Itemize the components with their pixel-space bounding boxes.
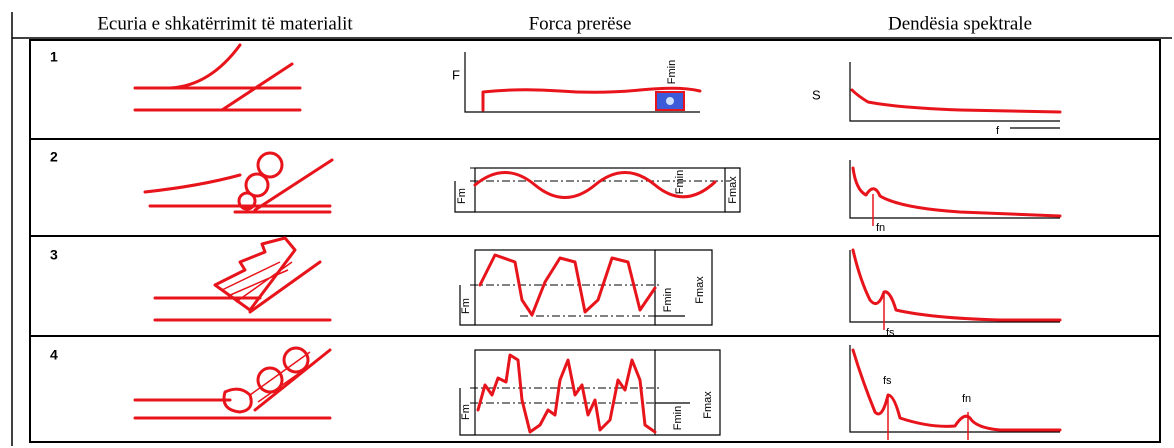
force-sketch	[460, 250, 712, 325]
chip-sketch	[135, 45, 300, 110]
spectrum-label: S	[812, 87, 821, 102]
spectrum-label: f	[996, 125, 1000, 137]
chip-sketch	[135, 348, 330, 418]
spectrum-label: fs	[886, 327, 895, 339]
force-label: Fmax	[727, 176, 739, 204]
table-frame	[12, 12, 1172, 446]
spectrum-label: fn	[962, 393, 971, 405]
force-sketch	[455, 168, 740, 212]
row-number: 2	[50, 149, 58, 165]
force-label: Fmin	[666, 60, 678, 84]
spectrum-sketch	[850, 160, 1060, 226]
force-label: Fmin	[674, 170, 686, 194]
header: Dendësia spektrale	[888, 13, 1032, 34]
figure: Ecuria e shkatërrimit të materialit Forc…	[0, 0, 1174, 448]
spectrum-sketch	[850, 62, 1060, 128]
header: Forca prerëse	[529, 13, 632, 34]
force-label: Fmin	[672, 406, 684, 430]
row-number: 4	[50, 347, 58, 363]
force-label: Fmax	[702, 391, 714, 419]
force-label: Fm	[460, 404, 472, 420]
force-sketch	[465, 52, 700, 112]
force-label: Fmin	[662, 288, 674, 312]
row-number: 3	[50, 247, 58, 263]
spectrum-sketch	[850, 250, 1060, 330]
force-label: F	[452, 67, 460, 82]
chip-sketch	[155, 238, 330, 320]
spectrum-sketch	[850, 345, 1060, 440]
force-label: Fm	[456, 188, 468, 204]
chip-sketch	[145, 153, 332, 212]
spectrum-label: fs	[883, 375, 892, 387]
spectrum-label: fn	[876, 222, 885, 234]
force-label: Fmax	[694, 276, 706, 304]
row-number: 1	[50, 49, 58, 65]
force-label: Fm	[460, 298, 472, 314]
header: Ecuria e shkatërrimit të materialit	[97, 13, 353, 34]
